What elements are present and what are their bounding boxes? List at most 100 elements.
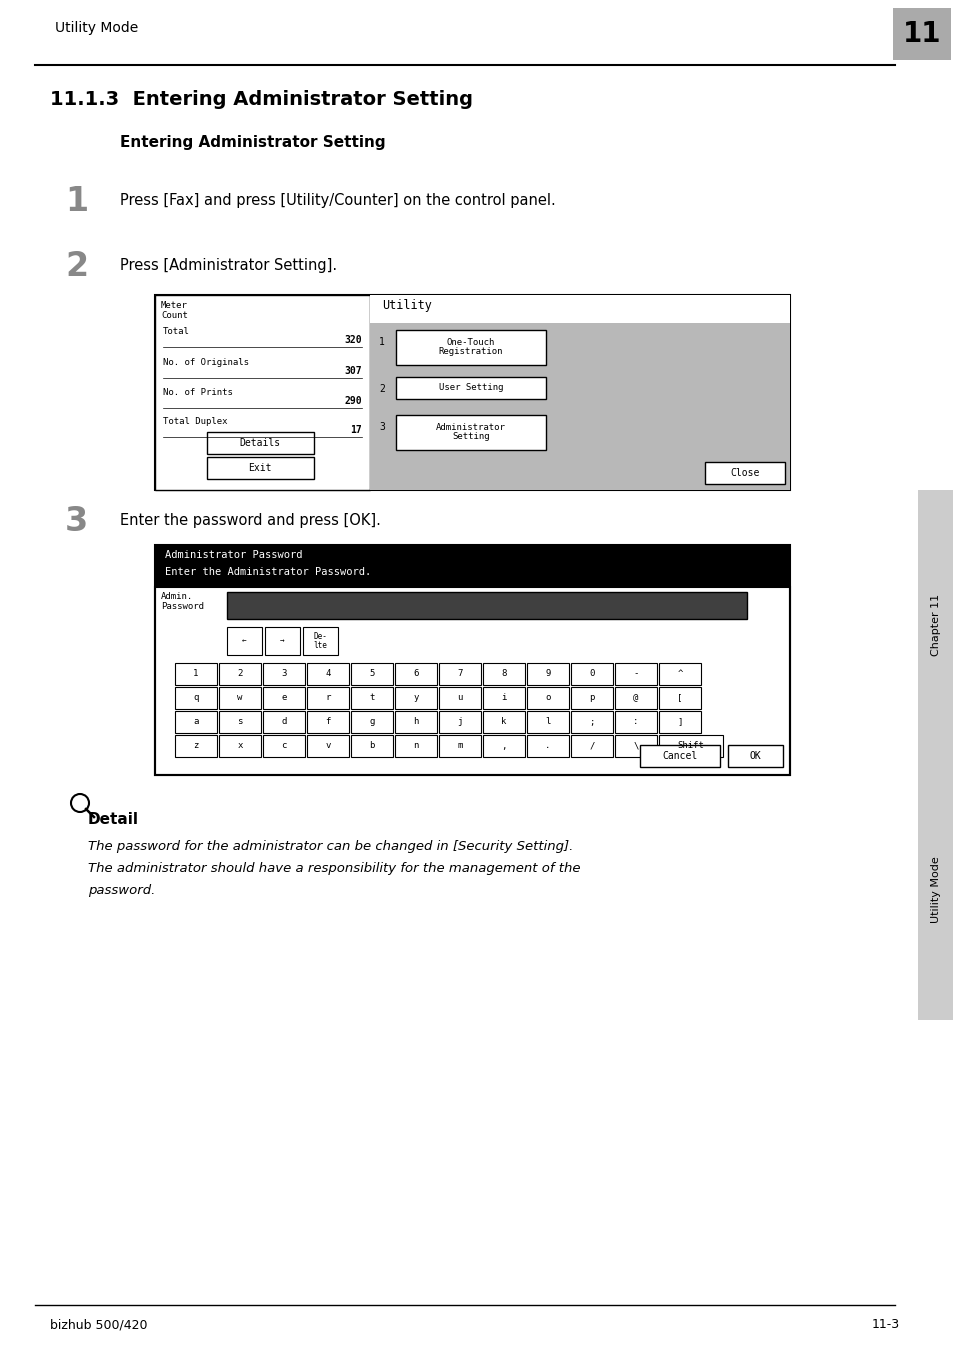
Text: o: o — [545, 694, 550, 703]
Bar — [395, 711, 436, 733]
Bar — [174, 735, 216, 757]
Bar — [207, 433, 314, 454]
Bar — [307, 735, 349, 757]
Text: 5: 5 — [369, 669, 375, 679]
Text: Shift: Shift — [677, 741, 703, 750]
Text: Enter the Administrator Password.: Enter the Administrator Password. — [165, 566, 371, 577]
Bar — [307, 711, 349, 733]
Text: No. of Prints: No. of Prints — [163, 388, 233, 397]
Bar — [263, 662, 305, 685]
Text: Utility: Utility — [381, 299, 432, 312]
Text: j: j — [456, 718, 462, 726]
Text: f: f — [325, 718, 331, 726]
Bar — [219, 662, 261, 685]
Text: The administrator should have a responsibility for the management of the: The administrator should have a responsi… — [88, 863, 579, 875]
Bar — [207, 457, 314, 479]
Text: p: p — [589, 694, 594, 703]
Text: d: d — [281, 718, 287, 726]
Bar — [659, 662, 700, 685]
Text: m: m — [456, 741, 462, 750]
Bar — [526, 711, 568, 733]
Bar — [370, 295, 789, 489]
Text: Enter the password and press [OK].: Enter the password and press [OK]. — [120, 512, 380, 529]
Bar — [438, 662, 480, 685]
Bar — [659, 687, 700, 708]
Text: bizhub 500/420: bizhub 500/420 — [50, 1318, 148, 1330]
Bar — [351, 662, 393, 685]
Text: Close: Close — [730, 468, 759, 479]
Text: Press [Administrator Setting].: Press [Administrator Setting]. — [120, 258, 336, 273]
Text: v: v — [325, 741, 331, 750]
Bar — [571, 735, 613, 757]
Bar — [438, 711, 480, 733]
Bar — [659, 711, 700, 733]
Bar — [892, 8, 950, 59]
Text: Exit: Exit — [248, 462, 272, 473]
Bar — [265, 627, 299, 654]
Text: b: b — [369, 741, 375, 750]
Text: r: r — [325, 694, 331, 703]
Bar — [219, 687, 261, 708]
Text: ]: ] — [677, 718, 682, 726]
Bar — [174, 687, 216, 708]
Text: ;: ; — [589, 718, 594, 726]
Text: s: s — [237, 718, 242, 726]
Text: 11: 11 — [902, 20, 941, 49]
Bar — [395, 662, 436, 685]
Bar — [263, 687, 305, 708]
Bar — [615, 662, 657, 685]
Bar — [659, 735, 722, 757]
Text: 307: 307 — [344, 366, 361, 376]
Text: 4: 4 — [325, 669, 331, 679]
Bar — [526, 662, 568, 685]
Bar — [219, 711, 261, 733]
Bar — [174, 662, 216, 685]
Bar — [263, 711, 305, 733]
Text: Meter
Count: Meter Count — [161, 301, 188, 320]
Bar — [704, 462, 784, 484]
Text: t: t — [369, 694, 375, 703]
Bar — [154, 545, 789, 775]
Text: The password for the administrator can be changed in [Security Setting].: The password for the administrator can b… — [88, 840, 573, 853]
Bar — [917, 489, 953, 760]
Text: Chapter 11: Chapter 11 — [930, 594, 940, 656]
Text: .: . — [545, 741, 550, 750]
Text: 2: 2 — [65, 250, 88, 283]
Text: i: i — [500, 694, 506, 703]
Text: k: k — [500, 718, 506, 726]
Bar — [639, 745, 720, 767]
Text: \: \ — [633, 741, 638, 750]
Text: Press [Fax] and press [Utility/Counter] on the control panel.: Press [Fax] and press [Utility/Counter] … — [120, 193, 556, 208]
Text: /: / — [589, 741, 594, 750]
Text: 3: 3 — [378, 422, 384, 433]
Bar — [154, 295, 370, 489]
Bar — [154, 295, 789, 489]
Text: One-Touch
Registration: One-Touch Registration — [438, 338, 503, 357]
Bar — [395, 415, 545, 450]
Text: Total: Total — [163, 327, 190, 337]
Bar — [526, 735, 568, 757]
Text: No. of Originals: No. of Originals — [163, 358, 249, 366]
Bar — [482, 711, 524, 733]
Text: 11-3: 11-3 — [871, 1318, 899, 1330]
Text: 8: 8 — [500, 669, 506, 679]
Text: De-
lte: De- lte — [313, 631, 327, 650]
Text: [: [ — [677, 694, 682, 703]
Text: 2: 2 — [378, 384, 384, 393]
Bar — [917, 760, 953, 1019]
Text: 9: 9 — [545, 669, 550, 679]
Bar — [307, 687, 349, 708]
Bar — [571, 662, 613, 685]
Text: :: : — [633, 718, 638, 726]
Bar — [154, 587, 789, 775]
Text: h: h — [413, 718, 418, 726]
Text: ←: ← — [241, 637, 246, 645]
Text: a: a — [193, 718, 198, 726]
Bar — [482, 662, 524, 685]
Text: Admin.
Password: Admin. Password — [161, 592, 204, 611]
Text: g: g — [369, 718, 375, 726]
Text: l: l — [545, 718, 550, 726]
Bar — [263, 735, 305, 757]
Text: OK: OK — [748, 750, 760, 761]
Bar — [227, 592, 746, 619]
